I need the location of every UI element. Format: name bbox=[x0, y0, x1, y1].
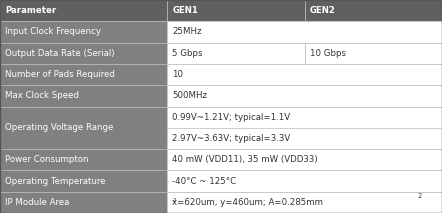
Bar bbox=[167, 85, 442, 106]
Bar bbox=[0, 106, 167, 149]
Text: GEN2: GEN2 bbox=[310, 6, 336, 15]
Bar bbox=[0, 85, 167, 106]
Bar bbox=[0, 21, 167, 43]
Text: x=620um, y=460um; A=0.285mm: x=620um, y=460um; A=0.285mm bbox=[172, 198, 324, 207]
Text: 10 Gbps: 10 Gbps bbox=[310, 49, 346, 58]
Bar bbox=[167, 0, 305, 21]
Text: 2: 2 bbox=[418, 193, 422, 199]
Bar bbox=[167, 192, 442, 213]
Bar bbox=[0, 149, 167, 170]
Text: Output Data Rate (Serial): Output Data Rate (Serial) bbox=[5, 49, 115, 58]
Text: 2.97V~3.63V; typical=3.3V: 2.97V~3.63V; typical=3.3V bbox=[172, 134, 291, 143]
Text: Operating Voltage Range: Operating Voltage Range bbox=[5, 123, 114, 132]
Text: 25MHz: 25MHz bbox=[172, 27, 202, 36]
Bar bbox=[167, 106, 442, 149]
Bar bbox=[0, 64, 167, 85]
Bar bbox=[167, 64, 442, 85]
Text: 500MHz: 500MHz bbox=[172, 91, 207, 100]
Text: 10: 10 bbox=[172, 70, 183, 79]
Text: 2: 2 bbox=[172, 198, 176, 203]
Text: Input Clock Frequency: Input Clock Frequency bbox=[5, 27, 101, 36]
Text: Number of Pads Required: Number of Pads Required bbox=[5, 70, 115, 79]
Text: Max Clock Speed: Max Clock Speed bbox=[5, 91, 79, 100]
Text: IP Module Area: IP Module Area bbox=[5, 198, 70, 207]
Bar bbox=[305, 0, 442, 21]
Text: Power Consumpton: Power Consumpton bbox=[5, 155, 89, 164]
Bar bbox=[167, 21, 442, 43]
Text: Operating Temperature: Operating Temperature bbox=[5, 177, 106, 186]
Bar bbox=[0, 43, 167, 64]
Bar bbox=[0, 170, 167, 192]
Bar bbox=[305, 43, 442, 64]
Text: 5 Gbps: 5 Gbps bbox=[172, 49, 203, 58]
Bar bbox=[0, 0, 167, 21]
Text: 40 mW (VDD11), 35 mW (VDD33): 40 mW (VDD11), 35 mW (VDD33) bbox=[172, 155, 318, 164]
Bar bbox=[167, 43, 305, 64]
Text: Parameter: Parameter bbox=[5, 6, 57, 15]
Bar bbox=[167, 170, 442, 192]
Text: -40°C ~ 125°C: -40°C ~ 125°C bbox=[172, 177, 236, 186]
Text: 0.99V~1.21V; typical=1.1V: 0.99V~1.21V; typical=1.1V bbox=[172, 113, 290, 122]
Text: GEN1: GEN1 bbox=[172, 6, 198, 15]
Bar bbox=[167, 149, 442, 170]
Bar bbox=[0, 192, 167, 213]
